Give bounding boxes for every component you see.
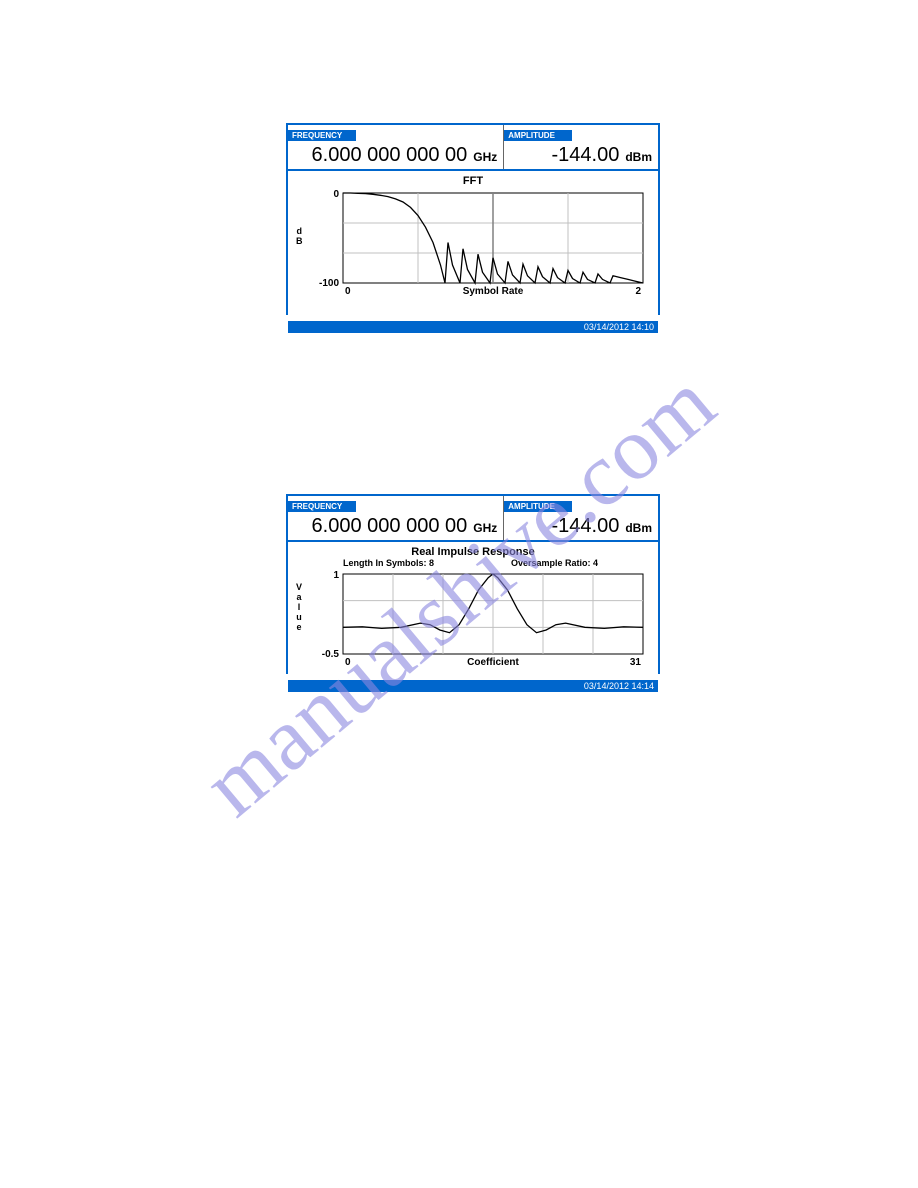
frequency-value: 6.000 000 000 00 (312, 515, 468, 538)
svg-text:31: 31 (630, 657, 642, 668)
y-axis-label: dB (296, 226, 303, 246)
frequency-label: FREQUENCY (288, 130, 356, 141)
impulse-plot: Real Impulse Response Length In Symbols:… (288, 542, 658, 680)
frequency-unit: GHz (473, 521, 497, 535)
y-axis-label: Value (296, 582, 302, 632)
amplitude-value: -144.00 (551, 144, 619, 167)
plot-meta: Length In Symbols: 8 Oversample Ratio: 4 (288, 558, 658, 568)
svg-text:0: 0 (345, 657, 351, 668)
fft-chart-svg: 0 -100 0 2 Symbol Rate (288, 187, 658, 301)
meta-length: Length In Symbols: 8 (343, 558, 434, 568)
amplitude-label: AMPLITUDE (504, 501, 572, 512)
plot-title: FFT (288, 171, 658, 187)
status-bar: 03/14/2012 14:10 (288, 321, 658, 333)
plot-title: Real Impulse Response (288, 542, 658, 558)
frequency-value: 6.000 000 000 00 (312, 144, 468, 167)
svg-text:0: 0 (345, 286, 351, 297)
amplitude-block: AMPLITUDE -144.00 dBm (504, 125, 658, 169)
amplitude-value: -144.00 (551, 515, 619, 538)
instrument-panel-impulse: FREQUENCY 6.000 000 000 00 GHz AMPLITUDE… (286, 494, 660, 674)
svg-text:Coefficient: Coefficient (467, 657, 519, 668)
svg-text:-100: -100 (319, 278, 339, 289)
header-row: FREQUENCY 6.000 000 000 00 GHz AMPLITUDE… (288, 496, 658, 542)
svg-text:-0.5: -0.5 (322, 649, 340, 660)
frequency-unit: GHz (473, 150, 497, 164)
svg-text:Symbol Rate: Symbol Rate (463, 286, 524, 297)
header-row: FREQUENCY 6.000 000 000 00 GHz AMPLITUDE… (288, 125, 658, 171)
amplitude-unit: dBm (625, 150, 652, 164)
svg-text:0: 0 (333, 189, 339, 200)
frequency-label: FREQUENCY (288, 501, 356, 512)
amplitude-unit: dBm (625, 521, 652, 535)
status-bar: 03/14/2012 14:14 (288, 680, 658, 692)
frequency-block: FREQUENCY 6.000 000 000 00 GHz (288, 496, 504, 540)
amplitude-label: AMPLITUDE (504, 130, 572, 141)
amplitude-block: AMPLITUDE -144.00 dBm (504, 496, 658, 540)
fft-plot: FFT dB 0 -100 0 2 Symbol Rate (288, 171, 658, 321)
impulse-chart-svg: 1 -0.5 0 31 Coefficient (288, 568, 658, 668)
svg-text:2: 2 (635, 286, 641, 297)
svg-text:1: 1 (333, 570, 339, 581)
instrument-panel-fft: FREQUENCY 6.000 000 000 00 GHz AMPLITUDE… (286, 123, 660, 315)
meta-oversample: Oversample Ratio: 4 (511, 558, 598, 568)
frequency-block: FREQUENCY 6.000 000 000 00 GHz (288, 125, 504, 169)
